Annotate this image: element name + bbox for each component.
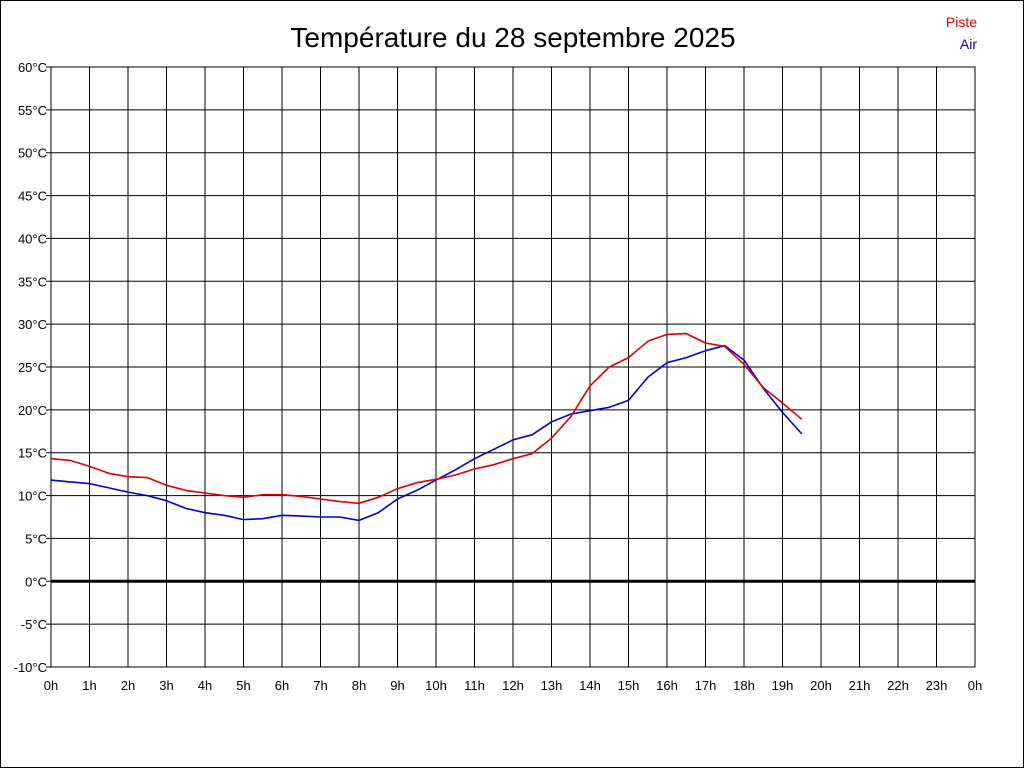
x-tick-label: 0h: [44, 678, 58, 693]
x-tick-label: 4h: [198, 678, 212, 693]
x-tick-label: 2h: [121, 678, 135, 693]
x-tick-label: 11h: [464, 678, 485, 693]
chart-series: [50, 332, 803, 522]
x-tick-label: 7h: [313, 678, 327, 693]
x-tick-label: 0h: [968, 678, 982, 693]
x-tick-label: 23h: [926, 678, 948, 693]
y-tick-label: 50°C: [18, 146, 47, 161]
y-tick-label: 30°C: [18, 317, 47, 332]
x-tick-label: 5h: [236, 678, 250, 693]
x-tick-label: 17h: [695, 678, 717, 693]
chart-grid: [46, 66, 976, 668]
y-tick-label: 25°C: [18, 360, 47, 375]
y-tick-label: 20°C: [18, 403, 47, 418]
x-tick-label: 16h: [656, 678, 678, 693]
y-tick-label: 60°C: [18, 60, 47, 75]
series-line-piste: [50, 332, 803, 505]
chart-legend: Piste Air: [946, 14, 977, 52]
series-line-air: [50, 344, 803, 522]
x-tick-label: 10h: [425, 678, 447, 693]
x-tick-label: 21h: [849, 678, 871, 693]
x-tick-label: 3h: [159, 678, 173, 693]
x-tick-label: 14h: [579, 678, 601, 693]
legend-entry-air: Air: [960, 36, 977, 52]
x-tick-label: 22h: [887, 678, 909, 693]
y-tick-label: 35°C: [18, 274, 47, 289]
y-tick-label: 5°C: [25, 531, 47, 546]
x-tick-label: 20h: [810, 678, 832, 693]
chart-axes: [50, 66, 976, 668]
y-tick-label: 55°C: [18, 103, 47, 118]
chart-title: Température du 28 septembre 2025: [290, 22, 735, 53]
x-tick-label: 1h: [82, 678, 96, 693]
y-tick-label: 15°C: [18, 446, 47, 461]
plot-border: [50, 66, 976, 668]
y-tick-label: -10°C: [14, 660, 47, 675]
x-tick-label: 18h: [733, 678, 755, 693]
chart-tick-labels: 0h 1h 2h 3h 4h 5h 6h 7h 8h 9h 10h 11h 12h 13h 14h 15h 16…: [14, 60, 983, 693]
y-tick-label: 0°C: [25, 574, 47, 589]
y-tick-label: -5°C: [21, 617, 47, 632]
x-tick-label: 12h: [502, 678, 524, 693]
legend-entry-piste: Piste: [946, 14, 977, 30]
y-tick-label: 40°C: [18, 231, 47, 246]
x-tick-label: 19h: [772, 678, 794, 693]
x-tick-label: 15h: [618, 678, 640, 693]
y-tick-label: 45°C: [18, 189, 47, 204]
y-tick-label: 10°C: [18, 489, 47, 504]
x-tick-label: 6h: [275, 678, 289, 693]
x-tick-label: 8h: [352, 678, 366, 693]
x-tick-label: 9h: [390, 678, 404, 693]
x-tick-label: 13h: [541, 678, 563, 693]
